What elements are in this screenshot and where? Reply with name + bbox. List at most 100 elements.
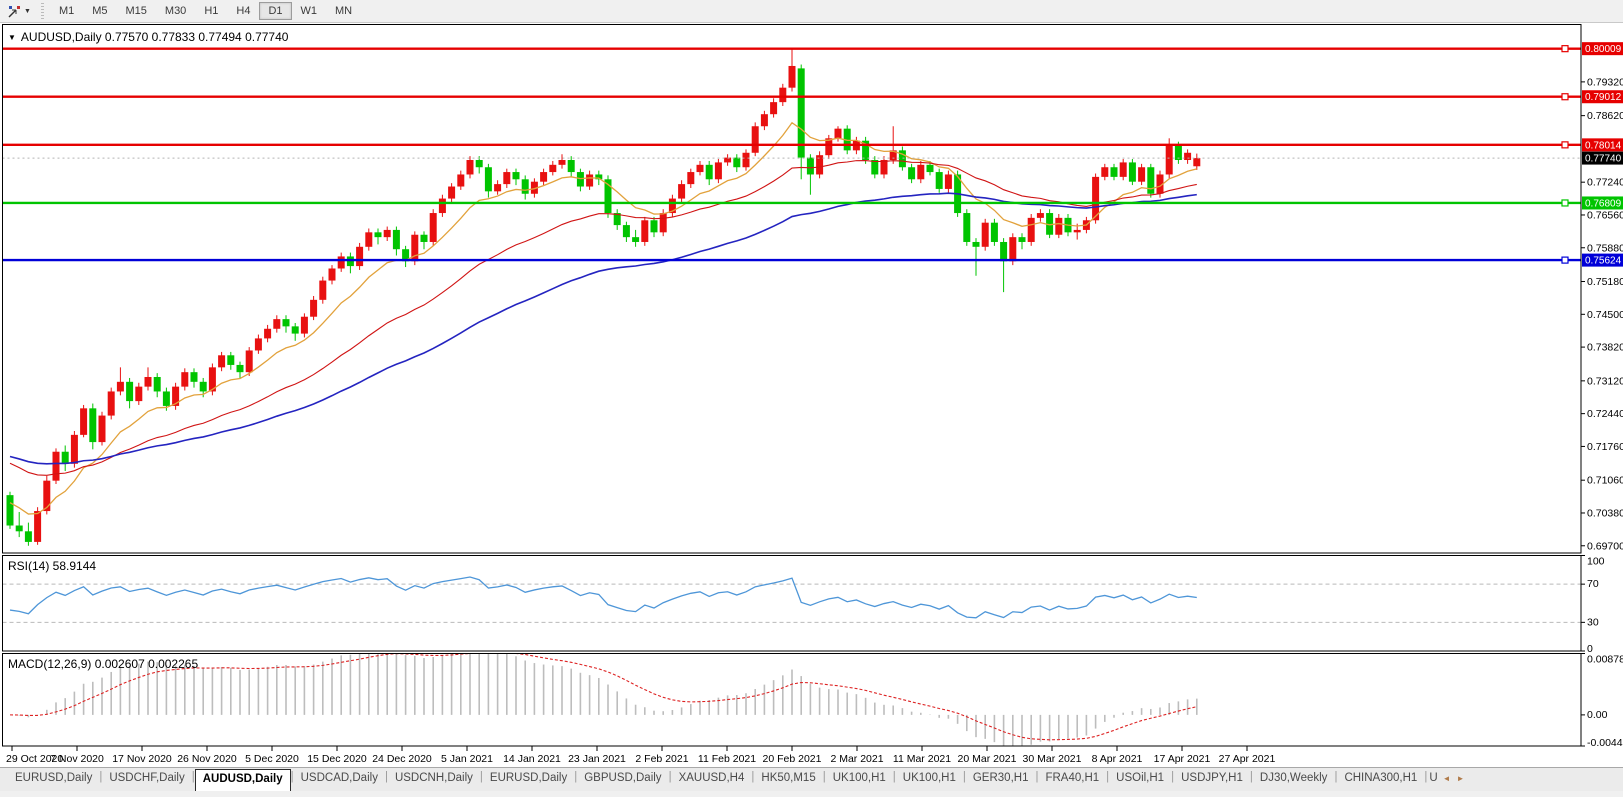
- tab-7[interactable]: XAUUSD,H4: [678, 772, 745, 784]
- current-price-label: [1582, 151, 1623, 165]
- svg-text:0.72440: 0.72440: [1587, 408, 1623, 420]
- tab-scroll-left-icon[interactable]: ◄: [1442, 774, 1451, 783]
- crosshair-icon: [8, 5, 20, 17]
- macd-signal-line: [9, 653, 1197, 741]
- price-axis[interactable]: 0.79320 0.78620 0.77240 0.76560 0.75880 0.751…: [1581, 42, 1623, 552]
- svg-text:17 Nov 2020: 17 Nov 2020: [112, 753, 172, 765]
- svg-text:5 Dec 2020: 5 Dec 2020: [245, 753, 299, 765]
- svg-text:0.73120: 0.73120: [1587, 375, 1623, 387]
- chart-toolbar: ▼ M1 M5 M15 M30 H1 H4 D1 W1 MN: [0, 0, 1623, 23]
- tab-1[interactable]: USDCHF,Daily: [109, 772, 185, 784]
- timeframe-button-M15[interactable]: M15: [125, 5, 147, 17]
- tab-divider: |: [479, 771, 483, 783]
- timeframe-button-D1[interactable]: D1: [259, 2, 292, 20]
- svg-text:20 Feb 2021: 20 Feb 2021: [763, 753, 822, 765]
- svg-text:30: 30: [1587, 616, 1599, 628]
- tab-8[interactable]: HK50,M15: [761, 772, 816, 784]
- timeframe-button-W1[interactable]: W1: [300, 5, 318, 17]
- tab-divider: |: [962, 771, 966, 783]
- tab-divider: |: [1424, 771, 1428, 783]
- hline-handle: [1561, 45, 1569, 53]
- rsi-indicator-label: RSI(14) 58.9144: [8, 559, 97, 573]
- tab-15[interactable]: DJ30,Weekly: [1259, 772, 1328, 784]
- chart-title-text: AUDUSD,Daily 0.77570 0.77833 0.77494 0.7…: [20, 30, 289, 44]
- svg-text:0.77740: 0.77740: [1585, 154, 1622, 165]
- svg-text:30 Mar 2021: 30 Mar 2021: [1023, 753, 1082, 765]
- timeframe-button-H4[interactable]: H4: [236, 5, 251, 17]
- dropdown-caret-icon[interactable]: ▼: [24, 7, 31, 15]
- tab-0[interactable]: EURUSD,Daily: [15, 772, 93, 784]
- svg-text:0.69700: 0.69700: [1587, 540, 1623, 552]
- svg-text:0.73820: 0.73820: [1587, 342, 1623, 354]
- svg-text:8 Apr 2021: 8 Apr 2021: [1092, 753, 1143, 765]
- tab-14[interactable]: USDJPY,H1: [1181, 772, 1243, 784]
- crosshair-tool-button[interactable]: ▼: [3, 2, 35, 21]
- tab-16[interactable]: CHINA300,H1: [1344, 772, 1418, 784]
- macd-panel: 0.008782 0.00 -0.004451: [9, 653, 1623, 749]
- svg-text:26 Nov 2020: 26 Nov 2020: [177, 753, 237, 765]
- svg-text:0.78014: 0.78014: [1585, 140, 1622, 151]
- svg-text:0.71760: 0.71760: [1587, 441, 1623, 453]
- tab-11[interactable]: GER30,H1: [972, 772, 1029, 784]
- hline-handle: [1561, 256, 1569, 264]
- tab-scroll-right-icon[interactable]: ►: [1456, 774, 1465, 783]
- svg-text:0.70380: 0.70380: [1587, 507, 1623, 519]
- tab-divider: |: [1249, 771, 1253, 783]
- hline-handle: [1561, 93, 1569, 101]
- svg-text:0.78620: 0.78620: [1587, 110, 1623, 122]
- chart-title: ▼ AUDUSD,Daily 0.77570 0.77833 0.77494 0…: [8, 30, 288, 44]
- ma-10-line: [9, 121, 1197, 515]
- hline-handle: [1561, 141, 1569, 149]
- tab-3[interactable]: USDCAD,Daily: [300, 772, 378, 784]
- tab-2[interactable]: AUDUSD,Daily: [194, 769, 291, 791]
- svg-text:7 Nov 2020: 7 Nov 2020: [50, 753, 104, 765]
- svg-text:2 Mar 2021: 2 Mar 2021: [830, 753, 883, 765]
- svg-text:29 Oct 2020: 29 Oct 2020: [6, 753, 63, 765]
- tab-13[interactable]: USOil,H1: [1116, 772, 1165, 784]
- tab-overflow[interactable]: U: [1429, 772, 1438, 784]
- svg-text:15 Dec 2020: 15 Dec 2020: [307, 753, 367, 765]
- tab-9[interactable]: UK100,H1: [832, 772, 886, 784]
- timeframe-buttons: M1 M5 M15 M30 H1 H4 D1 W1 MN: [50, 2, 361, 20]
- timeframe-button-M1[interactable]: M1: [58, 5, 75, 17]
- rsi-plot[interactable]: [2, 555, 1582, 652]
- svg-text:0.76560: 0.76560: [1587, 209, 1623, 221]
- svg-text:0.75880: 0.75880: [1587, 242, 1623, 254]
- tab-4[interactable]: USDCNH,Daily: [394, 772, 473, 784]
- svg-text:70: 70: [1587, 578, 1599, 590]
- tab-divider: |: [1334, 771, 1338, 783]
- svg-text:0.75180: 0.75180: [1587, 276, 1623, 288]
- svg-text:0.79320: 0.79320: [1587, 76, 1623, 88]
- tab-divider: |: [384, 771, 388, 783]
- svg-text:0.80009: 0.80009: [1585, 44, 1622, 55]
- price-chart-plot[interactable]: [2, 24, 1582, 554]
- tab-divider: |: [191, 771, 195, 783]
- timeframe-button-H1[interactable]: H1: [204, 5, 219, 17]
- svg-text:27 Apr 2021: 27 Apr 2021: [1219, 753, 1276, 765]
- svg-text:0.71060: 0.71060: [1587, 475, 1623, 487]
- svg-text:2 Feb 2021: 2 Feb 2021: [635, 753, 688, 765]
- macd-plot[interactable]: [2, 653, 1582, 747]
- svg-text:20 Mar 2021: 20 Mar 2021: [958, 753, 1017, 765]
- tab-6[interactable]: GBPUSD,Daily: [584, 772, 662, 784]
- timeframe-button-M30[interactable]: M30: [164, 5, 187, 17]
- tab-divider: |: [822, 771, 826, 783]
- tab-10[interactable]: UK100,H1: [902, 772, 956, 784]
- svg-text:11 Mar 2021: 11 Mar 2021: [893, 753, 951, 765]
- timeframe-button-MN[interactable]: MN: [335, 5, 353, 17]
- tab-12[interactable]: FRA40,H1: [1045, 772, 1100, 784]
- svg-text:0: 0: [1587, 643, 1593, 655]
- rsi-panel: 100 70 30 0: [2, 555, 1605, 655]
- ma-60-line: [9, 192, 1197, 465]
- svg-text:11 Feb 2021: 11 Feb 2021: [698, 753, 756, 765]
- tab-divider: |: [99, 771, 103, 783]
- chart-tabs: EURUSD,Daily | USDCHF,Daily | AUDUSD,Daily | U…: [0, 767, 1623, 791]
- collapse-icon[interactable]: ▼: [8, 32, 16, 42]
- timeframe-button-M5[interactable]: M5: [92, 5, 108, 17]
- svg-text:5 Jan 2021: 5 Jan 2021: [441, 753, 493, 765]
- tab-divider: |: [751, 771, 755, 783]
- support-resistance-lines: [2, 45, 1581, 264]
- tab-5[interactable]: EURUSD,Daily: [489, 772, 568, 784]
